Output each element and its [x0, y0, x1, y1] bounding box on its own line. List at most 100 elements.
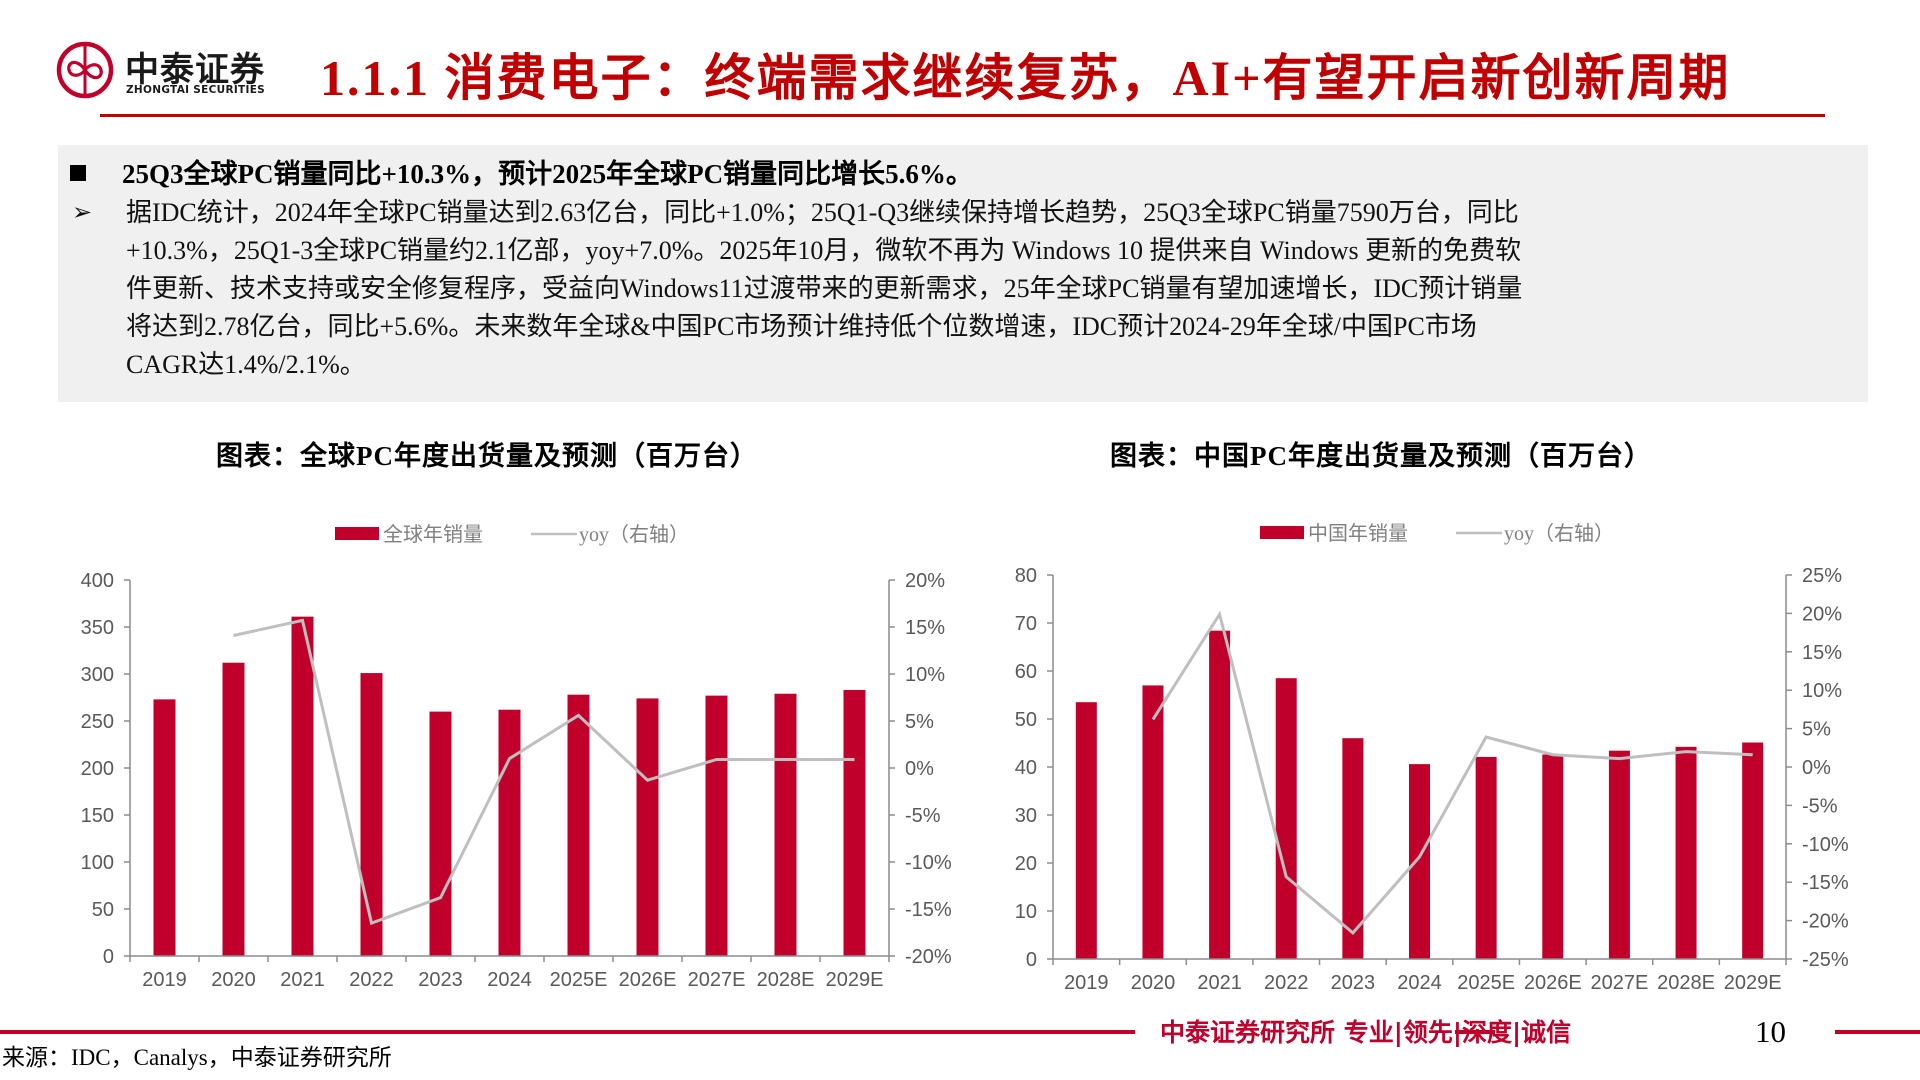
x-tick-label: 2028E [1657, 972, 1715, 994]
x-tick-label: 2029E [826, 969, 884, 991]
headline-text: 25Q3全球PC销量同比+10.3%，预计2025年全球PC销量同比增长5.6%… [122, 159, 973, 189]
y-left-tick-label: 20 [1015, 853, 1037, 875]
y-left-tick-label: 0 [103, 946, 114, 968]
legend-bar-label: 全球年销量 [383, 522, 483, 546]
y-left-tick-label: 150 [81, 805, 114, 827]
y-left-tick-label: 10 [1015, 901, 1037, 923]
left-chart-title: 图表：全球PC年度出货量及预测（百万台） [216, 441, 758, 471]
y-right-tick-label: 5% [905, 711, 934, 733]
x-tick-label: 2019 [1064, 972, 1109, 994]
legend-bar-swatch-icon [335, 527, 379, 540]
footer-slogan: 中泰证券研究所 专业|领先|深度|诚信 [1160, 1018, 1572, 1047]
bar-2024 [498, 709, 521, 956]
y-right-tick-label: 5% [1802, 719, 1831, 741]
x-tick-label: 2028E [757, 969, 815, 991]
bar-2021 [291, 616, 314, 956]
x-tick-label: 2020 [1131, 972, 1176, 994]
bar-2025E [1475, 756, 1497, 959]
y-right-tick-label: -10% [1802, 834, 1849, 856]
bar-2029E [1742, 742, 1764, 959]
x-tick-label: 2021 [280, 969, 325, 991]
x-tick-label: 2022 [349, 969, 394, 991]
y-right-tick-label: -20% [905, 946, 952, 968]
y-right-tick-label: 15% [1802, 642, 1842, 664]
bar-2028E [774, 693, 797, 956]
bar-2021 [1209, 630, 1231, 959]
summary-body: ➢ 据IDC统计，2024年全球PC销量达到2.63亿台，同比+1.0%；25Q… [70, 194, 1850, 384]
y-left-tick-label: 40 [1015, 757, 1037, 779]
y-right-tick-label: -15% [1802, 872, 1849, 894]
y-right-tick-label: 15% [905, 617, 945, 639]
summary-panel [58, 145, 1868, 402]
y-right-tick-label: -5% [905, 805, 941, 827]
y-left-tick-label: 100 [81, 852, 114, 874]
body-line: 将达到2.78亿台，同比+5.6%。未来数年全球&中国PC市场预计维持低个位数增… [126, 312, 1477, 341]
y-left-tick-label: 200 [81, 758, 114, 780]
bar-2025E [567, 694, 590, 956]
yoy-line [1151, 610, 1753, 935]
x-tick-label: 2029E [1724, 972, 1782, 994]
bar-2024 [1409, 764, 1430, 959]
zhongtai-logo-icon [56, 41, 114, 99]
y-left-tick-label: 30 [1015, 805, 1037, 827]
bar-2023 [429, 711, 452, 956]
bar-2019 [153, 699, 176, 956]
y-right-tick-label: 20% [1802, 603, 1842, 625]
title-divider [100, 114, 1825, 117]
x-tick-label: 2026E [619, 969, 677, 991]
x-tick-label: 2024 [1397, 972, 1442, 994]
x-tick-label: 2025E [1457, 972, 1515, 994]
bar-2027E [705, 695, 728, 956]
chart-legend: 中国年销量 yoy（右轴） [1260, 521, 1614, 545]
bar-2027E [1608, 750, 1630, 959]
chart-legend: 全球年销量 yoy（右轴） [335, 522, 689, 546]
x-tick-label: 2027E [1590, 972, 1648, 994]
x-tick-label: 2022 [1264, 972, 1309, 994]
x-tick-label: 2020 [211, 969, 256, 991]
y-left-tick-label: 300 [81, 664, 114, 686]
body-line: +10.3%，25Q1-3全球PC销量约2.1亿部，yoy+7.0%。2025年… [126, 236, 1522, 265]
y-right-tick-label: 10% [905, 664, 945, 686]
bar-2019 [1075, 702, 1097, 959]
y-right-tick-label: 25% [1802, 565, 1842, 587]
summary-headline: 25Q3全球PC销量同比+10.3%，预计2025年全球PC销量同比增长5.6%… [70, 152, 973, 191]
y-left-tick-label: 50 [1015, 709, 1037, 731]
y-right-tick-label: -5% [1802, 795, 1838, 817]
y-right-tick-label: -15% [905, 899, 952, 921]
right-chart-title: 图表：中国PC年度出货量及预测（百万台） [1110, 441, 1652, 471]
legend-line-label: yoy（右轴） [1504, 522, 1614, 545]
square-bullet-icon [70, 165, 86, 181]
bar-2023 [1342, 738, 1364, 959]
logo-english-name: ZHONGTAI SECURITIES [126, 84, 266, 96]
company-logo: 中泰证券 ZHONGTAI SECURITIES [55, 40, 290, 102]
bar-2026E [1542, 754, 1564, 959]
yoy-line [233, 618, 855, 926]
y-right-tick-label: 0% [1802, 757, 1831, 779]
y-right-tick-label: -20% [1802, 911, 1849, 933]
y-left-tick-label: 350 [81, 617, 114, 639]
legend-bar-label: 中国年销量 [1308, 521, 1408, 545]
footer-divider-right [1835, 1030, 1920, 1034]
page-title: 1.1.1 消费电子：终端需求继续复苏，AI+有望开启新创新周期 [320, 50, 1731, 106]
bar-2028E [1675, 746, 1697, 959]
x-tick-label: 2023 [1331, 972, 1376, 994]
bar-2026E [636, 698, 659, 956]
y-right-tick-label: -10% [905, 852, 952, 874]
bar-2020 [222, 662, 245, 956]
y-left-tick-label: 50 [92, 899, 114, 921]
legend-line-label: yoy（右轴） [579, 523, 689, 546]
y-left-tick-label: 60 [1015, 661, 1037, 683]
page-number: 10 [1755, 1014, 1786, 1049]
x-tick-label: 2023 [418, 969, 463, 991]
y-left-tick-label: 0 [1026, 949, 1037, 971]
y-left-tick-label: 400 [81, 570, 114, 592]
logo-chinese-name: 中泰证券 [125, 50, 265, 90]
bar-2029E [843, 689, 866, 956]
y-left-tick-label: 80 [1015, 565, 1037, 587]
x-tick-label: 2026E [1524, 972, 1582, 994]
footer-divider-mid [1455, 1030, 1495, 1034]
arrow-bullet-icon: ➢ [72, 200, 93, 226]
y-right-tick-label: -25% [1802, 949, 1849, 971]
bar-2022 [1275, 678, 1297, 959]
y-right-tick-label: 10% [1802, 680, 1842, 702]
